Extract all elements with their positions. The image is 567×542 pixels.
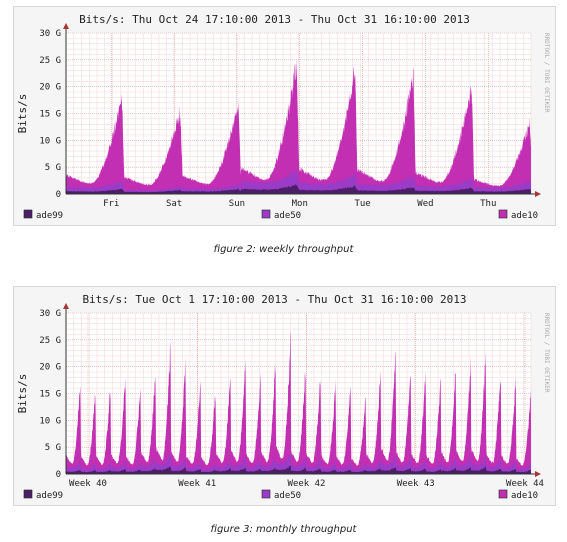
x-tick-label: Week 43 (397, 479, 435, 489)
y-tick-label: 0 (56, 190, 61, 200)
weekly-chart: Bits/s: Thu Oct 24 17:10:00 2013 - Thu O… (16, 13, 550, 221)
y-tick-label: 5 G (45, 443, 61, 453)
monthly-chart: Bits/s: Tue Oct 1 17:10:00 2013 - Thu Oc… (16, 293, 550, 501)
series-area-ade50 (66, 453, 531, 474)
weekly-chart-caption: figure 2: weekly throughput (213, 244, 354, 255)
x-tick-label: Sat (166, 199, 182, 209)
y-tick-label: 25 G (39, 336, 61, 346)
x-tick-label: Week 42 (288, 479, 326, 489)
legend-label-ade50: ade50 (274, 211, 301, 221)
series-area-ade99 (66, 465, 531, 474)
x-tick-label: Fri (103, 199, 119, 209)
watermark-text: RRDTOOL / TOBI OETIKER (543, 313, 550, 393)
x-tick-label: Week 41 (178, 479, 216, 489)
x-axis-arrow (535, 191, 541, 197)
grid-lines (65, 32, 532, 194)
y-tick-label: 0 (56, 470, 61, 480)
legend-swatch-ade99 (23, 489, 33, 499)
x-tick-label: Week 40 (69, 479, 107, 489)
monthly-chart-panel: Bits/s: Tue Oct 1 17:10:00 2013 - Thu Oc… (13, 286, 556, 506)
y-axis-arrow (63, 303, 69, 309)
y-tick-label: 25 G (39, 56, 61, 66)
legend-swatch-ade50 (261, 489, 271, 499)
x-tick-label: Week 44 (506, 479, 544, 489)
y-tick-label: 15 G (39, 110, 61, 120)
chart-title: Bits/s: Tue Oct 1 17:10:00 2013 - Thu Oc… (82, 293, 466, 306)
legend-label-ade10: ade10 (511, 491, 538, 501)
legend-swatch-ade50 (261, 209, 271, 219)
y-tick-label: 15 G (39, 390, 61, 400)
weekly-chart-panel: Bits/s: Thu Oct 24 17:10:00 2013 - Thu O… (13, 6, 556, 226)
y-tick-label: 30 G (39, 29, 61, 39)
x-tick-label: Mon (292, 199, 308, 209)
y-tick-label: 10 G (39, 136, 61, 146)
legend-label-ade99: ade99 (36, 491, 63, 501)
series-area-ade99 (66, 184, 531, 194)
legend-swatch-ade99 (23, 209, 33, 219)
y-tick-label: 10 G (39, 416, 61, 426)
series-area-ade10 (66, 58, 531, 194)
legend-swatch-ade10 (498, 489, 508, 499)
monthly-chart-caption: figure 3: monthly throughput (210, 524, 357, 535)
x-tick-label: Sun (229, 199, 245, 209)
x-axis-arrow (535, 471, 541, 477)
y-tick-label: 30 G (39, 309, 61, 319)
y-axis-label: Bits/s (16, 374, 29, 414)
chart-title: Bits/s: Thu Oct 24 17:10:00 2013 - Thu O… (79, 13, 470, 26)
y-tick-label: 20 G (39, 363, 61, 373)
y-axis-label: Bits/s (16, 94, 29, 134)
legend-swatch-ade10 (498, 209, 508, 219)
legend-label-ade10: ade10 (511, 211, 538, 221)
series-area-ade10 (66, 329, 531, 474)
watermark-text: RRDTOOL / TOBI OETIKER (543, 33, 550, 113)
y-tick-label: 20 G (39, 83, 61, 93)
y-axis-arrow (63, 23, 69, 29)
x-tick-label: Thu (480, 199, 496, 209)
y-tick-label: 5 G (45, 163, 61, 173)
series-area-ade50 (66, 168, 531, 194)
legend-label-ade50: ade50 (274, 491, 301, 501)
legend-label-ade99: ade99 (36, 211, 63, 221)
grid-lines (65, 312, 532, 474)
x-tick-label: Tue (354, 199, 370, 209)
x-tick-label: Wed (417, 199, 433, 209)
